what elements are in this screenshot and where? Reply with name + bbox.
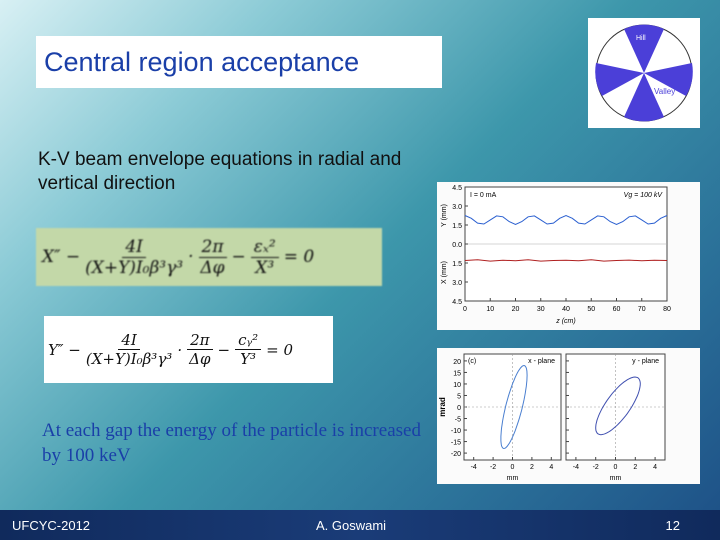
diagram-label: Valley (654, 87, 675, 96)
equation-operator: · (188, 247, 194, 267)
x-axis-label: z (cm) (555, 318, 575, 325)
y-tick-label: 4.5 (452, 185, 462, 192)
numerator: εₓ² (250, 237, 279, 258)
plot-annotation: Vg = 100 kV (624, 192, 664, 199)
slide-title: Central region acceptance (36, 36, 442, 88)
x-tick-label: 60 (613, 306, 621, 313)
equation-operator: · (177, 340, 183, 359)
annotation: At each gap the energy of the particle i… (42, 420, 421, 466)
x-tick-label: 0 (511, 464, 515, 471)
equation-term: X″ − (42, 247, 81, 267)
y-tick-label: 3.0 (452, 204, 462, 211)
envelope-curve (464, 214, 668, 225)
hill-sector (624, 73, 664, 122)
panel-title: x - plane (528, 358, 555, 365)
equation-term: Y″ − (48, 340, 81, 359)
diagram-label: Hill (636, 35, 646, 42)
fraction: 4I (X+Y)I₀β³γ³ (85, 237, 183, 278)
y-tick-label: 10 (453, 382, 461, 389)
denominator: Δφ (189, 350, 211, 368)
y-tick-label: -5 (455, 417, 461, 424)
x-tick-label: 0 (463, 306, 467, 313)
phase-ellipse (595, 376, 641, 436)
hill-sector (624, 24, 664, 73)
equation-operator: − (231, 247, 246, 267)
fraction: 2π Δφ (187, 331, 213, 368)
x-tick-label: 4 (549, 464, 553, 471)
numerator: 2π (187, 331, 213, 350)
y-tick-label: 3.0 (452, 280, 462, 287)
fraction: 4I (X+Y)I₀β³γ³ (86, 331, 172, 368)
y-axis-label: mrad (438, 397, 447, 417)
equation-operator: − (217, 340, 231, 359)
y-axis-label: Y (mm) (441, 204, 448, 227)
envelope-plot: 4.5 4.5 3.0 3.0 1.5 1.5 0.0 0 10 20 30 40 50 60 70 80 z … (437, 182, 700, 330)
equation-y: Y″ −4I (X+Y)I₀β³γ³ · 2π Δφ − cᵧ² Y³ = 0 (44, 316, 333, 383)
x-tick-label: 10 (486, 306, 494, 313)
x-tick-label: 20 (512, 306, 520, 313)
plot-annotation: I = 0 mA (470, 192, 497, 199)
y-tick-label: 5 (457, 393, 461, 400)
x-tick-label: 2 (633, 464, 637, 471)
y-tick-label: 15 (453, 370, 461, 377)
denominator: X³ (255, 257, 275, 278)
y-tick-label: -15 (451, 440, 461, 447)
fraction: cᵧ² Y³ (235, 331, 262, 368)
numerator: 4I (122, 237, 146, 258)
x-axis-label: mm (507, 475, 519, 482)
x-tick-label: -2 (490, 464, 496, 471)
numerator: 4I (118, 331, 140, 350)
numerator: cᵧ² (235, 331, 262, 350)
y-tick-label: 20 (453, 359, 461, 366)
x-tick-label: 40 (562, 306, 570, 313)
y-tick-label: 0 (457, 405, 461, 412)
panel-tag: (c) (468, 358, 476, 365)
x-tick-label: 50 (587, 306, 595, 313)
body-text: K-V beam envelope equations in radial an… (38, 149, 402, 194)
numerator: 2π (198, 237, 227, 258)
fraction: εₓ² X³ (250, 237, 279, 278)
x-axis-label: mm (610, 475, 622, 482)
x-tick-label: 2 (530, 464, 534, 471)
y-tick-label: 4.5 (452, 299, 462, 306)
denominator: (X+Y)I₀β³γ³ (85, 257, 184, 278)
panel-title: y - plane (632, 358, 659, 365)
denominator: (X+Y)I₀β³γ³ (85, 350, 173, 368)
equation-term: = 0 (283, 247, 315, 267)
equation-x: X″ −4I (X+Y)I₀β³γ³ · 2π Δφ − εₓ² X³ = 0 (36, 228, 382, 286)
footer-event: UFCYC-2012 (12, 518, 91, 533)
y-tick-label: 1.5 (452, 261, 462, 268)
denominator: Y³ (240, 350, 257, 368)
x-tick-label: 70 (638, 306, 646, 313)
y-tick-label: 1.5 (452, 223, 462, 230)
footer-author: A. Goswami (316, 518, 387, 533)
phase-ellipse (500, 364, 528, 450)
sector-diagram: Hill Valley (588, 18, 700, 128)
x-tick-label: -2 (593, 464, 599, 471)
footer: UFCYC-2012 A. Goswami 12 (0, 510, 720, 540)
y-tick-label: -10 (451, 428, 461, 435)
x-tick-label: 30 (537, 306, 545, 313)
envelope-curve (464, 259, 668, 262)
x-tick-label: 0 (614, 464, 618, 471)
equation-term: = 0 (266, 340, 294, 359)
hill-sector (644, 63, 693, 96)
x-tick-label: -4 (471, 464, 477, 471)
hill-sector (595, 63, 644, 96)
y-tick-label: -20 (451, 451, 461, 458)
fraction: 2π Δφ (198, 237, 227, 278)
x-tick-label: 4 (653, 464, 657, 471)
x-tick-label: 80 (663, 306, 671, 313)
y-axis-label: X (mm) (441, 261, 448, 284)
x-tick-label: -4 (573, 464, 579, 471)
footer-page: 12 (665, 518, 680, 533)
denominator: Δφ (200, 257, 225, 278)
y-tick-label: 0.0 (452, 242, 462, 249)
